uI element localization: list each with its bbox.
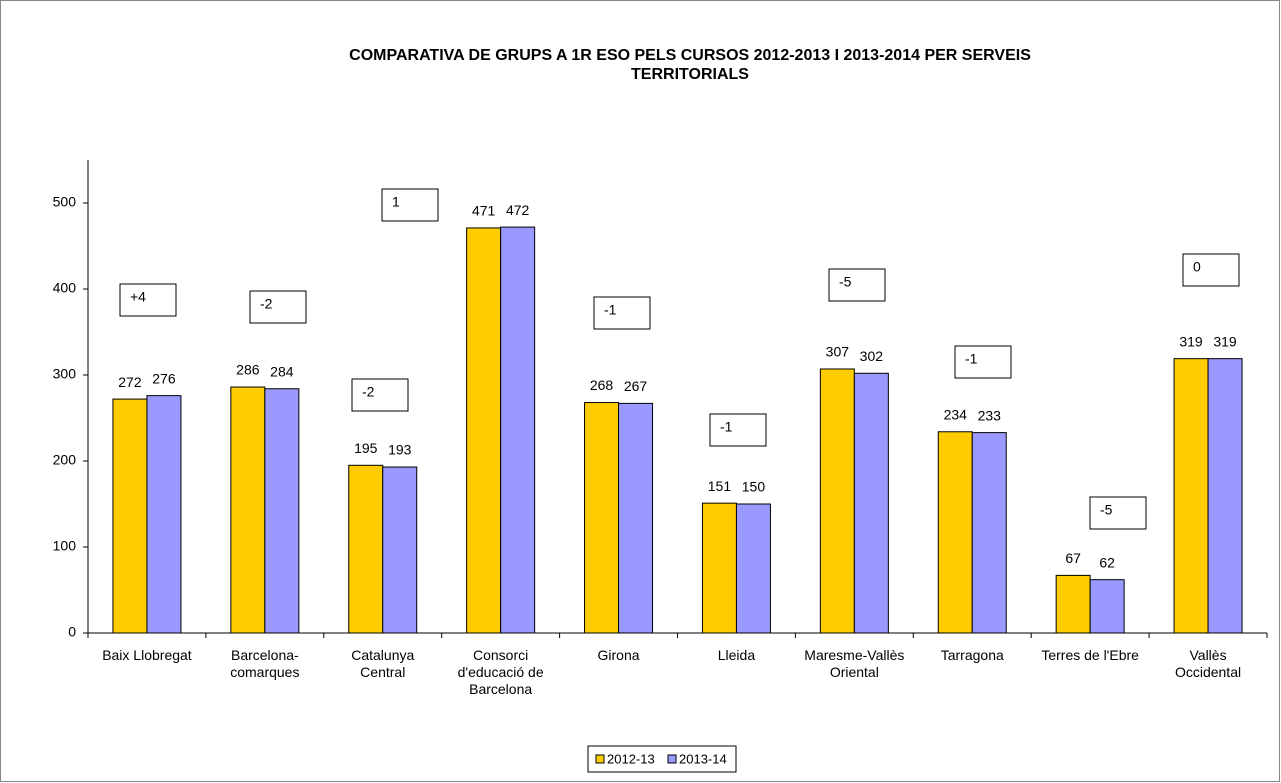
value-label: 150 <box>742 479 766 495</box>
value-label: 267 <box>624 378 648 394</box>
value-label: 268 <box>590 377 614 393</box>
value-label: 302 <box>860 348 884 364</box>
annotation: -1 <box>604 302 617 318</box>
bar <box>466 227 502 634</box>
bar <box>735 503 771 634</box>
legend-label: 2013-14 <box>679 751 727 766</box>
value-label: 67 <box>1065 550 1081 566</box>
x-tick-label: Tarragona <box>940 647 1004 663</box>
annotation-box <box>593 296 651 330</box>
value-label: 193 <box>388 442 412 458</box>
value-label: 284 <box>270 363 294 379</box>
value-label: 471 <box>472 203 496 219</box>
bar <box>701 502 737 634</box>
value-label: 319 <box>1179 333 1203 349</box>
bar <box>112 398 148 634</box>
bar <box>618 402 654 634</box>
x-tick-label: Consorci d'educació de Barcelona <box>457 647 544 697</box>
y-tick-label: 400 <box>53 280 77 296</box>
bar <box>348 464 384 634</box>
bar <box>1173 358 1209 634</box>
legend-label: 2012-13 <box>607 751 655 766</box>
legend-swatch <box>667 754 677 764</box>
annotation-box <box>828 268 886 302</box>
x-tick-label: Lleida <box>717 647 756 663</box>
bar <box>971 432 1007 634</box>
y-tick-label: 100 <box>53 538 77 554</box>
bar <box>937 431 973 634</box>
annotation-box <box>709 413 767 447</box>
annotation-box <box>381 188 439 222</box>
annotation-box <box>1089 496 1147 530</box>
x-tick-label: Catalunya Central <box>351 647 415 680</box>
value-label: 307 <box>826 344 850 360</box>
x-tick-label: Maresme-Vallès Oriental <box>804 647 905 680</box>
value-label: 234 <box>944 406 968 422</box>
legend-box <box>587 745 737 773</box>
bar <box>382 466 418 634</box>
value-label: 233 <box>978 407 1002 423</box>
bar <box>230 386 266 634</box>
annotation: -5 <box>1100 502 1113 518</box>
chart-title: COMPARATIVA DE GRUPS A 1R ESO PELS CURSO… <box>349 47 1031 83</box>
value-label: 62 <box>1099 554 1115 570</box>
bar <box>1089 579 1125 634</box>
y-tick-label: 500 <box>53 194 77 210</box>
annotation: 1 <box>392 194 400 210</box>
value-label: 472 <box>506 202 530 218</box>
value-label: 286 <box>236 362 260 378</box>
bar <box>819 368 855 634</box>
annotation-box <box>1182 253 1240 287</box>
value-label: 151 <box>708 478 732 494</box>
x-tick-label: Vallès Occidental <box>1174 647 1242 680</box>
bar <box>1055 574 1091 634</box>
y-tick-label: 0 <box>68 624 76 640</box>
annotation-box <box>249 290 307 324</box>
annotation: -2 <box>260 296 273 312</box>
x-tick-label: Girona <box>597 647 640 663</box>
y-tick-label: 300 <box>53 366 77 382</box>
bar <box>146 395 182 634</box>
value-label: 276 <box>152 370 176 386</box>
annotation-box <box>119 283 177 317</box>
annotation-box <box>351 378 409 412</box>
bar <box>584 402 620 634</box>
value-label: 195 <box>354 440 378 456</box>
value-label: 319 <box>1213 333 1237 349</box>
bar <box>264 388 300 634</box>
annotation: -1 <box>965 351 978 367</box>
x-tick-label: Baix Llobregat <box>102 647 192 663</box>
annotation: +4 <box>130 289 146 305</box>
bar <box>500 226 536 634</box>
annotation: -5 <box>839 274 852 290</box>
value-label: 272 <box>118 374 142 390</box>
annotation-box <box>954 345 1012 379</box>
legend-swatch <box>595 754 605 764</box>
bar <box>853 372 889 634</box>
x-tick-label: Terres de l'Ebre <box>1041 647 1139 663</box>
x-tick-label: Barcelona- comarques <box>230 647 300 680</box>
annotation: 0 <box>1193 259 1201 275</box>
annotation: -2 <box>362 384 375 400</box>
bar <box>1207 358 1243 634</box>
annotation: -1 <box>720 419 733 435</box>
y-tick-label: 200 <box>53 452 77 468</box>
